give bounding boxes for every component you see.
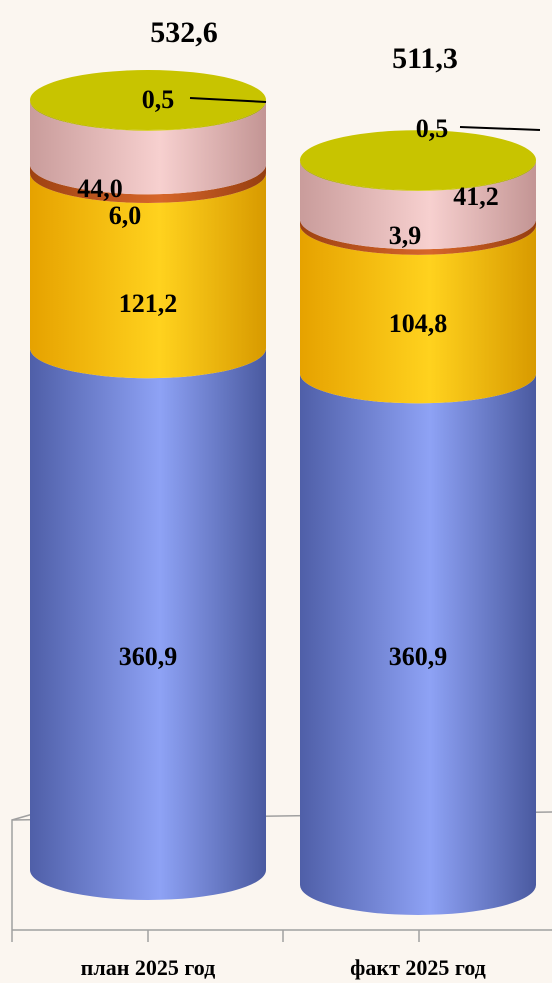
data-labels: 360,9 360,9 121,2 104,8 6,0 3,9 44,0 41,2 0,5 0,5 — [77, 85, 541, 671]
data-label-1-2: 3,9 — [389, 221, 422, 250]
cylinder-segment-1-1 — [300, 224, 536, 404]
cylinder-segment-1-0 — [300, 373, 536, 915]
data-label-1-4: 0,5 — [416, 114, 449, 143]
cylinder-segment-0-1 — [30, 173, 266, 379]
bars — [30, 70, 536, 915]
x-tick-label-fact: факт 2025 год — [350, 955, 486, 980]
data-label-0-3: 44,0 — [77, 174, 123, 203]
leader-line-1 — [459, 126, 541, 131]
cylinder-top-cap-1 — [300, 130, 536, 191]
cylinder-segment-1-2 — [300, 219, 536, 255]
x-tick-label-plan: план 2025 год — [81, 955, 216, 980]
cylinder-segment-0-0 — [30, 348, 266, 900]
total-label-fact: 511,3 — [392, 42, 458, 75]
cylinder-segment-1-3 — [300, 160, 536, 250]
data-label-1-0: 360,9 — [389, 642, 448, 671]
total-label-plan: 532,6 — [150, 16, 218, 49]
cylinder-segment-0-2 — [30, 164, 266, 203]
cylinder-top-cap-0 — [30, 70, 266, 130]
data-label-1-3: 41,2 — [453, 182, 499, 211]
data-label-0-1: 121,2 — [119, 289, 178, 318]
data-label-1-1: 104,8 — [389, 309, 448, 338]
data-label-0-0: 360,9 — [119, 642, 178, 671]
cylinder-segment-0-3 — [30, 100, 266, 195]
data-label-0-4: 0,5 — [142, 85, 175, 114]
leader-line-0 — [189, 97, 267, 103]
data-label-0-2: 6,0 — [109, 201, 142, 230]
